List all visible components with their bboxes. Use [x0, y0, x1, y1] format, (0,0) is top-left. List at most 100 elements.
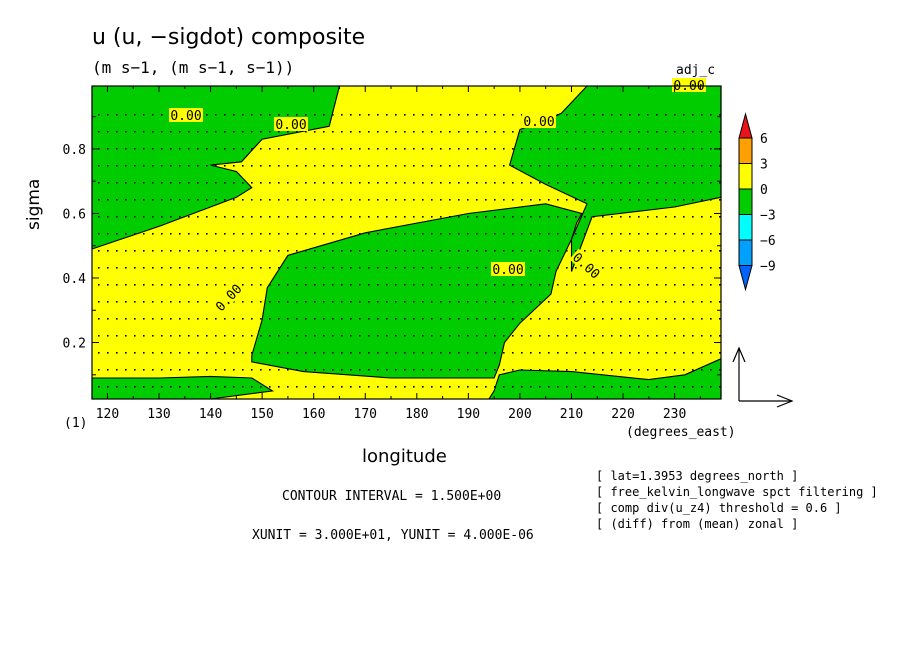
- vector-dot: [161, 233, 163, 235]
- vector-dot: [215, 216, 217, 218]
- colorbar-segment: [738, 163, 753, 190]
- vector-dot: [323, 386, 325, 388]
- vector-dot: [512, 318, 514, 320]
- vector-dot: [512, 250, 514, 252]
- vector-dot: [458, 318, 460, 320]
- level-label: (1): [64, 416, 88, 431]
- vector-dot: [521, 318, 523, 320]
- vector-dot: [170, 369, 172, 371]
- vector-dot: [404, 216, 406, 218]
- vector-dot: [395, 233, 397, 235]
- vector-dot: [215, 233, 217, 235]
- vector-dot: [701, 267, 703, 269]
- vector-dot: [431, 165, 433, 167]
- vector-dot: [485, 352, 487, 354]
- vector-dot: [359, 148, 361, 150]
- vector-dot: [341, 335, 343, 337]
- vector-dot: [440, 250, 442, 252]
- vector-dot: [485, 318, 487, 320]
- vector-dot: [332, 114, 334, 116]
- vector-dot: [377, 301, 379, 303]
- vector-dot: [602, 216, 604, 218]
- vector-dot: [620, 386, 622, 388]
- vector-dot: [332, 335, 334, 337]
- vector-dot: [197, 199, 199, 201]
- vector-dot: [683, 284, 685, 286]
- vector-dot: [125, 114, 127, 116]
- vector-dot: [683, 165, 685, 167]
- vector-dot: [674, 369, 676, 371]
- vector-dot: [449, 182, 451, 184]
- vector-dot: [395, 165, 397, 167]
- vector-dot: [305, 233, 307, 235]
- vector-dot: [206, 352, 208, 354]
- vector-dot: [584, 352, 586, 354]
- vector-dot: [323, 267, 325, 269]
- vector-dot: [449, 386, 451, 388]
- vector-dot: [341, 216, 343, 218]
- vector-dot: [566, 284, 568, 286]
- vector-dot: [125, 199, 127, 201]
- vector-dot: [710, 267, 712, 269]
- vector-dot: [656, 216, 658, 218]
- vector-dot: [710, 233, 712, 235]
- vector-dot: [368, 216, 370, 218]
- vector-dot: [161, 250, 163, 252]
- vector-dot: [152, 216, 154, 218]
- vector-dot: [449, 250, 451, 252]
- colorbar-label: 3: [760, 158, 768, 173]
- vector-dot: [413, 318, 415, 320]
- vector-dot: [206, 335, 208, 337]
- vector-dot: [350, 386, 352, 388]
- vector-dot: [278, 165, 280, 167]
- vector-dot: [368, 352, 370, 354]
- vector-dot: [287, 318, 289, 320]
- vector-dot: [152, 284, 154, 286]
- vector-dot: [134, 352, 136, 354]
- vector-dot: [602, 114, 604, 116]
- vector-dot: [683, 318, 685, 320]
- vector-dot: [593, 250, 595, 252]
- vector-dot: [251, 250, 253, 252]
- note-line: [ free_kelvin_longwave spct filtering ]: [596, 485, 878, 499]
- vector-dot: [206, 250, 208, 252]
- vector-dot: [161, 165, 163, 167]
- vector-dot: [98, 131, 100, 133]
- vector-dot: [377, 352, 379, 354]
- vector-dot: [692, 165, 694, 167]
- vector-dot: [692, 369, 694, 371]
- vector-dot: [692, 182, 694, 184]
- vector-dot: [710, 148, 712, 150]
- vector-dot: [296, 199, 298, 201]
- vector-dot: [197, 318, 199, 320]
- vector-dot: [314, 182, 316, 184]
- vector-dot: [521, 369, 523, 371]
- vector-dot: [503, 284, 505, 286]
- vector-dot: [620, 182, 622, 184]
- vector-dot: [197, 386, 199, 388]
- vector-dot: [143, 199, 145, 201]
- vector-dot: [152, 182, 154, 184]
- vector-dot: [98, 352, 100, 354]
- vector-dot: [386, 386, 388, 388]
- vector-dot: [224, 250, 226, 252]
- vector-dot: [206, 386, 208, 388]
- vector-dot: [368, 318, 370, 320]
- vector-dot: [512, 335, 514, 337]
- vector-dot: [458, 284, 460, 286]
- vector-dot: [107, 335, 109, 337]
- vector-dot: [188, 369, 190, 371]
- vector-dot: [233, 267, 235, 269]
- vector-dot: [116, 335, 118, 337]
- vector-dot: [170, 182, 172, 184]
- vector-dot: [647, 386, 649, 388]
- vector-dot: [701, 216, 703, 218]
- vector-dot: [323, 335, 325, 337]
- vector-dot: [359, 369, 361, 371]
- vector-dot: [197, 369, 199, 371]
- x-tick-label: 130: [147, 407, 170, 422]
- vector-dot: [512, 233, 514, 235]
- vector-dot: [620, 318, 622, 320]
- vector-dot: [188, 182, 190, 184]
- vector-dot: [314, 369, 316, 371]
